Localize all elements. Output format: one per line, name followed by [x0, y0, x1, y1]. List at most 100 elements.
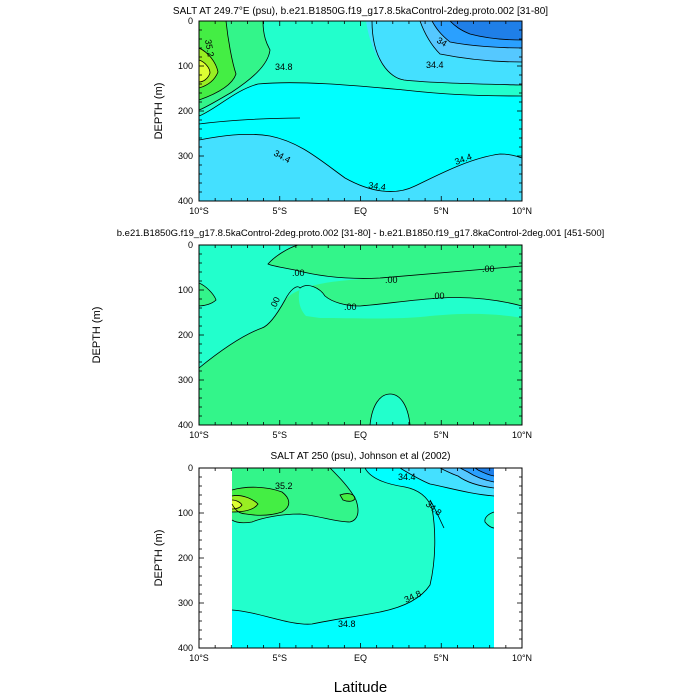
p3-clabel-4: 34.8 [338, 619, 356, 629]
p3-contour-34-6 [231, 468, 436, 625]
y-tick-label: 0 [188, 463, 193, 473]
p1-contour-34-2 [431, 21, 522, 49]
y-tick-label: 300 [178, 598, 193, 608]
p3-contour-34-2 [439, 468, 495, 489]
x-axis-title: Latitude [334, 679, 387, 696]
p2-region-positive-top [268, 245, 522, 279]
y-tick-label: 200 [178, 106, 193, 116]
p3-contour-33-8 [474, 468, 495, 477]
x-tick-label: 10°S [189, 206, 209, 216]
p3-contour-34-4 [399, 468, 495, 497]
p3-region-35-2-eq [340, 493, 355, 502]
x-tick-label: 5°N [434, 430, 449, 440]
panel-1-contours [199, 21, 522, 192]
p2-clabel-4: .00 [344, 302, 357, 312]
p2-clabel-3: .00 [268, 295, 282, 311]
x-tick-label: 10°N [512, 430, 532, 440]
p2-title: b.e21.B1850G.f19_g17.8.5kaControl-2deg.p… [117, 228, 605, 239]
p1-contour-34-4-a [419, 21, 522, 63]
x-tick-label: 10°S [189, 653, 209, 663]
p1-region-34-8 [199, 21, 522, 116]
p3-clabel-1: 34.4 [398, 472, 416, 482]
p2-contour-zero-lobe [199, 282, 217, 307]
p1-title: SALT AT 249.7°E (psu), b.e21.B1850G.f19_… [173, 6, 548, 17]
p2-region-negative-bump [370, 394, 410, 425]
p1-clabel-5: 34.4 [368, 180, 387, 192]
p2-clabel-1: .00 [385, 275, 398, 285]
x-tick-label: 5°N [434, 653, 449, 663]
p3-contour-34-0 [459, 468, 495, 483]
panel-2: .00 .00 .00 .00 .00 .00 b.e21.B1850G.f19… [91, 228, 604, 440]
p1-contour-34-6-a [371, 21, 522, 86]
y-tick-label: 0 [188, 240, 193, 250]
p2-contour-zero-bump [369, 393, 411, 425]
p2-ylabel: DEPTH (m) [91, 307, 103, 364]
x-tick-label: 10°N [512, 206, 532, 216]
y-tick-label: 200 [178, 330, 193, 340]
y-tick-label: 300 [178, 151, 193, 161]
p3-contour-35-2-eq [339, 493, 356, 502]
y-tick-label: 100 [178, 508, 193, 518]
panel-2-fill [199, 245, 522, 425]
panel-2-contours [199, 245, 522, 425]
p2-contour-zero-main [199, 285, 522, 369]
x-tick-label: EQ [354, 206, 367, 216]
y-tick-label: 400 [178, 643, 193, 653]
p3-contour-34-8-coast [429, 499, 445, 529]
y-tick-label: 400 [178, 196, 193, 206]
x-tick-label: 10°N [512, 653, 532, 663]
y-tick-label: 300 [178, 375, 193, 385]
p3-axis-ticks: 10°S 5°S EQ 5°N 10°N 0 100 200 300 400 [178, 463, 532, 663]
panel-1-fill [199, 21, 522, 201]
y-tick-label: 400 [178, 420, 193, 430]
p1-clabel-0: 35.2 [203, 39, 216, 58]
p1-ylabel: DEPTH (m) [153, 83, 165, 140]
p1-clabel-3: 34.4 [426, 60, 444, 70]
panel-1-contour-labels: 35.2 34.8 34 34.4 34.4 34.4 34.4 [203, 35, 473, 192]
y-tick-label: 200 [178, 553, 193, 563]
panel-1: 35.2 34.8 34 34.4 34.4 34.4 34.4 SALT AT… [153, 6, 548, 216]
p1-contour-35-0 [199, 21, 271, 111]
p3-contour-34-8-right [484, 511, 495, 529]
p1-contour-35-6 [199, 59, 211, 83]
p2-contour-zero-top [267, 245, 522, 279]
p2-clabel-2: .00 [482, 264, 495, 274]
p3-region-35-6 [232, 500, 242, 509]
p3-contour-35-6 [231, 499, 243, 510]
p3-region-33-8 [475, 468, 494, 476]
p2-axis-ticks: 10°S 5°S EQ 5°N 10°N 0 100 200 300 400 [178, 240, 532, 440]
x-tick-label: 5°S [272, 206, 287, 216]
p2-region-negative-left [199, 245, 522, 368]
p2-region-positive-left-lobe [199, 283, 216, 306]
x-tick-label: 5°S [272, 653, 287, 663]
p1-contour-34-6-b [199, 117, 301, 125]
p1-contour-35-4 [199, 47, 219, 89]
p1-contour-34-8 [199, 82, 522, 117]
p1-region-33-8 [450, 21, 522, 40]
panel-3-contours [231, 468, 495, 625]
p3-title: SALT AT 250 (psu), Johnson et al (2002) [271, 451, 451, 462]
p1-region-35-6 [199, 60, 210, 82]
y-tick-label: 0 [188, 16, 193, 26]
p1-region-34-4-deep [199, 134, 522, 201]
x-tick-label: EQ [354, 653, 367, 663]
p1-clabel-1: 34.8 [275, 62, 293, 72]
y-tick-label: 100 [178, 285, 193, 295]
p3-ylabel: DEPTH (m) [153, 530, 165, 587]
p2-clabel-0: .00 [292, 268, 305, 278]
p1-axis-ticks: 10°S 5°S EQ 5°N 10°N 0 100 200 300 400 [178, 16, 532, 216]
panel-2-contour-labels: .00 .00 .00 .00 .00 .00 [268, 264, 495, 312]
y-tick-label: 100 [178, 61, 193, 71]
p1-clabel-2: 34 [435, 35, 449, 49]
x-tick-label: 5°S [272, 430, 287, 440]
p1-contour-35-2 [199, 21, 237, 101]
p3-contour-35-2 [231, 486, 290, 516]
p1-contour-34-4-b [199, 133, 522, 192]
p2-region-negative-right [298, 285, 522, 319]
p1-contour-34-0 [449, 21, 522, 41]
x-tick-label: EQ [354, 430, 367, 440]
p3-clabel-0: 35.2 [275, 481, 293, 491]
x-tick-label: 5°N [434, 206, 449, 216]
